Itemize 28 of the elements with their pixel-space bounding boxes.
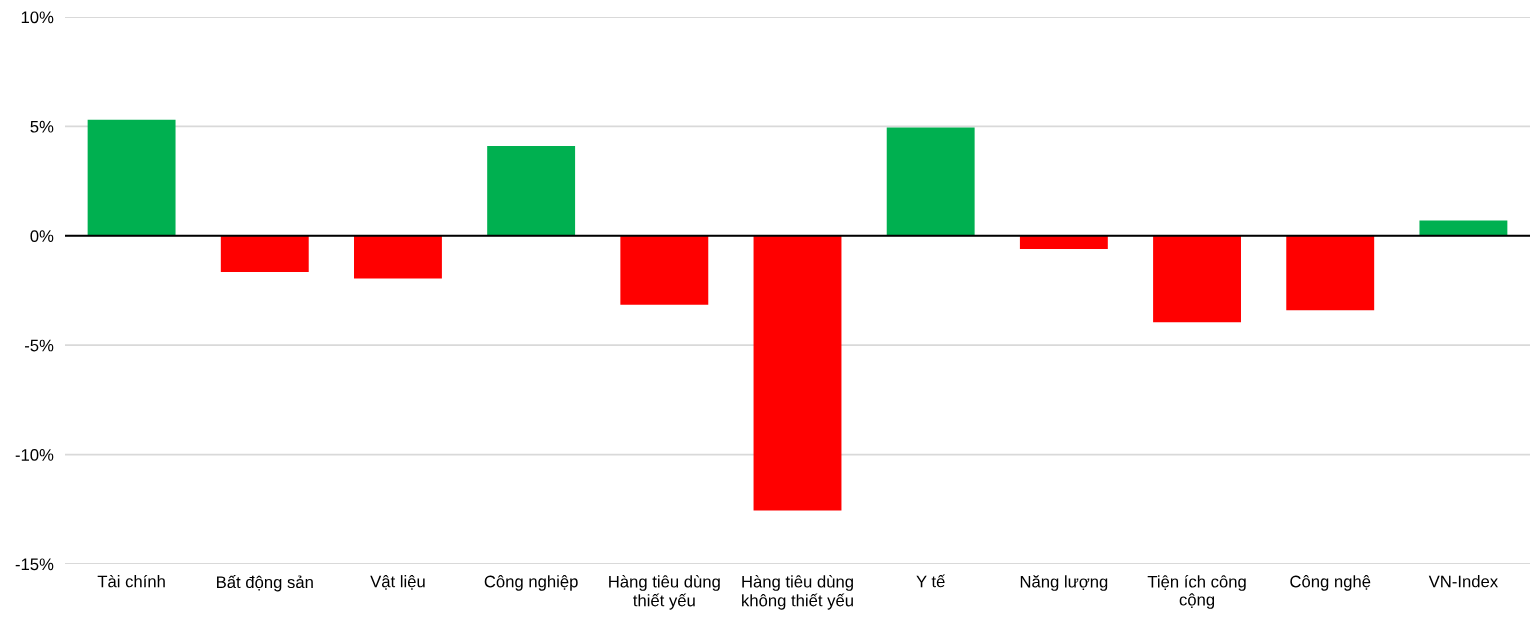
x-tick-label: Bất động sản — [217, 575, 313, 592]
bar — [1419, 220, 1508, 236]
bar — [753, 235, 842, 511]
x-tick-label: Công nghệ — [1290, 575, 1371, 591]
bar — [620, 235, 709, 305]
bar — [487, 146, 576, 236]
bar — [1286, 235, 1375, 311]
x-tick-label: Vật liệu — [370, 575, 425, 590]
bar — [87, 119, 176, 236]
y-tick-label: 5% — [30, 120, 54, 133]
x-tick-label: Tài chính — [97, 574, 165, 588]
x-tick-label: Năng lượng — [1020, 575, 1108, 591]
y-tick-label: 10% — [21, 11, 54, 24]
x-tick-label: Công nghiệp — [484, 575, 578, 591]
x-tick-label: Tiện ích công cộng — [1147, 575, 1246, 609]
x-tick-label: Y tế — [916, 574, 946, 588]
x-tick-label: Hàng tiêu dùng không thiết yếu — [742, 575, 853, 610]
y-tick-label: -10% — [15, 449, 54, 461]
x-tick-label: VN-Index — [1428, 575, 1498, 588]
bar — [354, 235, 442, 279]
bar — [220, 235, 309, 272]
y-tick-label: -15% — [15, 558, 54, 571]
bar — [1019, 235, 1108, 249]
y-tick-label: 0% — [30, 230, 54, 242]
bar — [886, 127, 975, 236]
x-tick-label: Hàng tiêu dùng thiết yếu — [609, 575, 720, 610]
y-tick-label: -5% — [24, 339, 54, 352]
bar — [1153, 235, 1241, 323]
